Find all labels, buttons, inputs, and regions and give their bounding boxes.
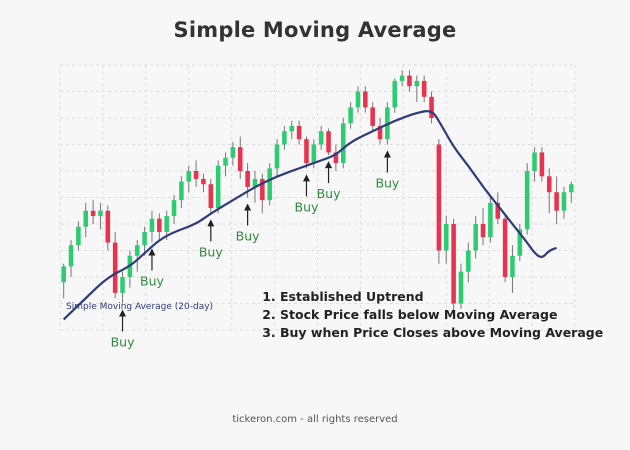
sma-legend-text: Simple Moving Average (20-day): [66, 302, 214, 312]
candle-up: [76, 226, 81, 246]
buy-label: Buy: [111, 335, 135, 350]
note-item: Buy when Price Closes above Moving Avera…: [280, 325, 603, 340]
footer-credit: tickeron.com - all rights reserved: [232, 414, 398, 425]
candle-up: [569, 184, 574, 193]
candle-down: [260, 178, 265, 201]
candle-up: [561, 192, 567, 211]
buy-arrow-head: [207, 219, 215, 227]
candle-up: [215, 165, 221, 209]
candle-up: [83, 210, 89, 227]
candle-up: [414, 80, 420, 87]
sma-legend-label: Simple Moving Average (20-day): [66, 302, 213, 313]
candle-down: [495, 202, 501, 219]
candle-down: [157, 218, 162, 232]
candle-up: [392, 80, 398, 108]
buy-arrow-head: [119, 309, 127, 317]
buy-arrow-head: [383, 150, 391, 158]
candle-up: [355, 91, 361, 108]
candle-down: [436, 144, 442, 251]
sma-series: [62, 110, 557, 321]
candle-down: [377, 125, 383, 140]
candle-up: [61, 266, 66, 283]
buy-label: Buy: [375, 176, 399, 191]
candle-up: [466, 250, 471, 272]
candle-up: [267, 168, 272, 201]
candle-up: [510, 255, 515, 277]
buy-label: Buy: [140, 274, 164, 289]
buy-arrow-head: [244, 203, 252, 211]
candle-down: [105, 210, 111, 243]
candle-up: [458, 271, 464, 304]
candle-down: [237, 147, 243, 171]
candle-up: [223, 157, 228, 166]
candle-down: [554, 192, 559, 211]
candle-up: [473, 224, 478, 251]
candle-up: [274, 144, 280, 169]
candle-down: [90, 210, 96, 217]
buy-arrow-head: [325, 161, 333, 169]
candle-up: [252, 178, 258, 187]
candle-up: [340, 123, 346, 164]
candle-down: [539, 152, 545, 177]
note-item: Established Uptrend: [280, 289, 603, 304]
candle-up: [488, 202, 493, 238]
candle-down: [480, 224, 486, 238]
candle-down: [296, 125, 302, 140]
candle-up: [149, 218, 155, 232]
candle-up: [142, 231, 147, 246]
sma-line: [62, 110, 557, 321]
candle-up: [134, 245, 140, 256]
candle-down: [326, 131, 331, 153]
buy-label: Buy: [295, 199, 319, 214]
candle-up: [120, 277, 125, 293]
candle-down: [407, 75, 412, 87]
candle-down: [370, 107, 375, 126]
note-item: Stock Price falls below Moving Average: [280, 307, 603, 322]
candle-up: [289, 125, 295, 132]
candle-up: [311, 144, 317, 164]
candle-down: [304, 139, 309, 164]
chart-title: Simple Moving Average: [173, 18, 457, 42]
strategy-notes: Established Uptrend Stock Price falls be…: [258, 289, 603, 343]
candle-up: [230, 147, 236, 158]
candle-up: [399, 75, 405, 81]
buy-label: Buy: [199, 244, 223, 259]
candle-up: [443, 224, 449, 251]
candle-down: [201, 178, 206, 185]
candle-up: [517, 229, 523, 256]
candle-down: [112, 242, 118, 293]
buy-arrow-head: [148, 248, 156, 256]
candle-down: [451, 224, 456, 304]
candle-down: [193, 171, 199, 179]
candle-up: [164, 216, 169, 232]
candle-up: [186, 171, 192, 182]
candle-down: [502, 218, 508, 277]
candle-up: [171, 200, 177, 217]
candle-up: [318, 131, 324, 145]
candle-down: [208, 184, 214, 209]
candle-up: [348, 107, 353, 124]
candle-down: [333, 152, 339, 164]
candle-down: [245, 171, 250, 187]
candle-up: [179, 181, 184, 201]
buy-arrow-head: [302, 174, 310, 182]
candle-up: [532, 152, 537, 171]
buy-label: Buy: [317, 186, 341, 201]
candle-up: [282, 131, 287, 145]
candle-down: [429, 96, 434, 118]
candle-up: [68, 245, 74, 267]
candle-up: [98, 210, 103, 217]
candle-down: [546, 176, 552, 193]
candle-down: [363, 91, 368, 108]
candle-down: [421, 80, 427, 97]
buy-label: Buy: [236, 229, 260, 244]
candle-up: [524, 171, 530, 230]
chart-grid: [59, 64, 576, 331]
